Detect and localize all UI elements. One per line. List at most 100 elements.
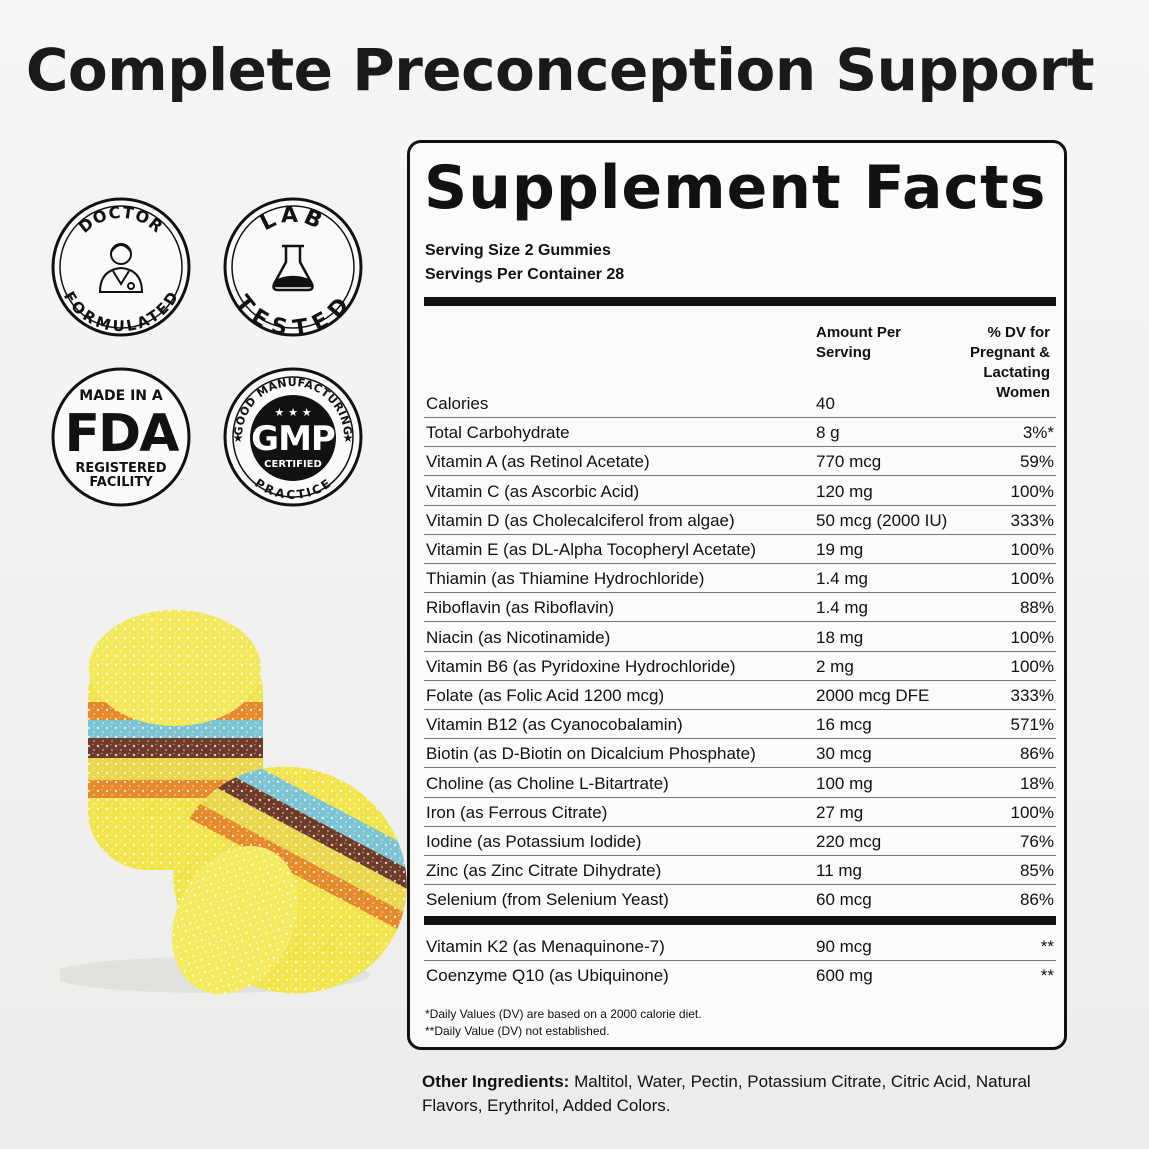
facts-row: Vitamin C (as Ascorbic Acid) 120 mg 100% xyxy=(424,477,1056,506)
nutrient-amount: 1.4 mg xyxy=(816,569,868,589)
nutrient-amount: 1.4 mg xyxy=(816,598,868,618)
page-headline: Complete Preconception Support xyxy=(25,36,1095,104)
nutrient-dv: 76% xyxy=(1019,832,1054,851)
facts-row: Zinc (as Zinc Citrate Dihydrate) 11 mg 85% xyxy=(424,856,1056,886)
facts-row: Total Carbohydrate 8 g 3%* xyxy=(424,418,1056,448)
nutrient-dv: 3%* xyxy=(1022,423,1054,443)
nutrient-name: Coenzyme Q10 (as Ubiquinone) xyxy=(426,966,669,986)
servings-per-container: Servings Per Container 28 xyxy=(425,266,625,283)
nutrient-dv: 333% xyxy=(1010,510,1054,530)
nutrient-dv: 100% xyxy=(1010,802,1054,822)
nutrient-dv: 100% xyxy=(1010,627,1054,647)
nutrient-name: Riboflavin (as Riboflavin) xyxy=(426,598,615,618)
facts-row: Iodine (as Potassium Iodide) 220 mcg 76% xyxy=(424,827,1056,856)
facts-row: Niacin (as Nicotinamide) 18 mg 100% xyxy=(424,623,1056,652)
nutrient-dv: ** xyxy=(1040,937,1054,956)
nutrient-dv: ** xyxy=(1040,966,1054,986)
nutrient-dv: 333% xyxy=(1010,686,1054,705)
fda-badge-line2: REGISTERED xyxy=(75,461,166,476)
nutrient-name: Choline (as Choline L-Bitartrate) xyxy=(426,773,669,793)
fda-badge-big: FDA xyxy=(65,404,180,464)
serving-size: Serving Size 2 Gummies xyxy=(425,242,611,259)
flask-icon xyxy=(272,244,314,292)
gummy-illustration xyxy=(50,590,447,1010)
nutrient-dv: 100% xyxy=(1010,481,1054,501)
nutrient-amount: 220 mcg xyxy=(816,832,882,851)
fda-badge-line1: MADE IN A xyxy=(79,388,163,404)
nutrient-dv: 571% xyxy=(1010,715,1054,735)
nutrient-amount: 40 xyxy=(816,394,835,413)
nutrient-name: Iodine (as Potassium Iodide) xyxy=(426,832,642,851)
facts-row: Vitamin K2 (as Menaquinone-7) 90 mcg ** xyxy=(424,932,1056,961)
nutrient-name: Folate (as Folic Acid 1200 mcg) xyxy=(426,686,665,705)
nutrient-name: Vitamin E (as DL-Alpha Tocopheryl Acetat… xyxy=(426,540,757,559)
gmp-stars-icon: ★ ★ ★ xyxy=(274,406,311,419)
other-ingredients-label: Other Ingredients: xyxy=(422,1072,570,1091)
nutrient-dv: 100% xyxy=(1010,540,1054,559)
nutrient-amount: 60 mcg xyxy=(816,890,872,910)
facts-row: Iron (as Ferrous Citrate) 27 mg 100% xyxy=(424,798,1056,827)
other-ingredients: Other Ingredients: Maltitol, Water, Pect… xyxy=(422,1070,1082,1118)
supplement-facts-panel: Supplement Facts Serving Size 2 Gummies … xyxy=(407,140,1067,1050)
facts-row: Coenzyme Q10 (as Ubiquinone) 600 mg ** xyxy=(424,961,1056,990)
nutrient-amount: 2000 mcg DFE xyxy=(816,686,930,705)
facts-row: Thiamin (as Thiamine Hydrochloride) 1.4 m… xyxy=(424,564,1056,594)
fda-badge-line3: FACILITY xyxy=(89,475,153,490)
doctor-formulated-badge: DOCTOR FORMULATED xyxy=(50,196,192,338)
nutrient-name: Zinc (as Zinc Citrate Dihydrate) xyxy=(426,861,662,881)
star-icon: ★ xyxy=(233,431,244,445)
nutrient-amount: 19 mg xyxy=(816,540,864,559)
nutrient-name: Vitamin D (as Cholecalciferol from algae… xyxy=(426,510,735,530)
gmp-badge-big: GMP xyxy=(251,419,335,459)
nutrient-dv: 18% xyxy=(1019,773,1054,793)
footnote: *Daily Values (DV) are based on a 2000 c… xyxy=(425,1007,702,1021)
star-icon: ★ xyxy=(343,431,354,445)
nutrient-amount: 100 mg xyxy=(816,773,873,793)
panel-title: Supplement Facts xyxy=(424,153,1047,223)
nutrient-dv: 86% xyxy=(1019,890,1054,910)
nutrient-name: Thiamin (as Thiamine Hydrochloride) xyxy=(426,569,705,589)
facts-row: Vitamin B12 (as Cyanocobalamin) 16 mcg 571… xyxy=(424,710,1056,740)
divider-bar xyxy=(424,916,1056,925)
nutrient-name: Total Carbohydrate xyxy=(426,423,570,443)
nutrient-dv: 100% xyxy=(1010,569,1054,589)
nutrient-name: Biotin (as D-Biotin on Dicalcium Phospha… xyxy=(426,744,756,764)
facts-row: Choline (as Choline L-Bitartrate) 100 mg 1… xyxy=(424,769,1056,798)
facts-row: Biotin (as D-Biotin on Dicalcium Phospha… xyxy=(424,739,1056,769)
nutrient-dv: 85% xyxy=(1019,861,1054,881)
nutrient-name: Niacin (as Nicotinamide) xyxy=(426,627,611,647)
nutrient-amount: 770 mcg xyxy=(816,452,882,472)
other-ingredients-text: Maltitol, Water, Pectin, Potassium Citra… xyxy=(422,1072,1031,1115)
gmp-certified-badge: GOOD MANUFACTURING PRACTICE ★ ★ ★ GMP CE… xyxy=(222,366,364,508)
facts-row: Vitamin A (as Retinol Acetate) 770 mcg 59% xyxy=(424,447,1056,477)
nutrient-amount: 90 mcg xyxy=(816,937,872,956)
nutrient-amount: 16 mcg xyxy=(816,715,872,735)
nutrient-name: Vitamin B12 (as Cyanocobalamin) xyxy=(426,715,683,735)
facts-row: Vitamin B6 (as Pyridoxine Hydrochloride)… xyxy=(424,652,1056,681)
nutrient-amount: 600 mg xyxy=(816,966,873,986)
facts-row: Folate (as Folic Acid 1200 mcg) 2000 mcg … xyxy=(424,681,1056,710)
gmp-badge-sub: CERTIFIED xyxy=(264,459,322,470)
nutrient-dv: 59% xyxy=(1019,452,1054,472)
facts-row: Vitamin E (as DL-Alpha Tocopheryl Acetat… xyxy=(424,535,1056,564)
doctor-icon xyxy=(98,243,144,293)
nutrient-dv: 100% xyxy=(1010,656,1054,676)
dv-column-header: % DV for Pregnant & Lactating Women xyxy=(969,324,1050,401)
nutrient-amount: 18 mg xyxy=(816,627,864,647)
facts-row: Vitamin D (as Cholecalciferol from algae… xyxy=(424,506,1056,535)
nutrient-amount: 120 mg xyxy=(816,481,873,501)
amount-column-header: Amount Per Serving xyxy=(816,324,902,361)
lab-tested-badge: LAB TESTED xyxy=(222,196,364,338)
nutrient-dv: 86% xyxy=(1019,744,1054,764)
nutrient-amount: 8 g xyxy=(816,423,840,443)
footnote: **Daily Value (DV) not established. xyxy=(425,1024,610,1038)
divider-bar xyxy=(424,297,1056,306)
facts-row: Calories 40 xyxy=(424,389,1056,418)
nutrient-name: Calories xyxy=(426,394,489,413)
nutrient-name: Vitamin K2 (as Menaquinone-7) xyxy=(426,937,665,956)
nutrient-amount: 2 mg xyxy=(816,656,854,676)
nutrient-name: Selenium (from Selenium Yeast) xyxy=(426,890,669,910)
facts-row: Selenium (from Selenium Yeast) 60 mcg 86% xyxy=(424,885,1056,914)
nutrient-name: Vitamin C (as Ascorbic Acid) xyxy=(426,481,640,501)
fda-facility-badge: MADE IN A FDA REGISTERED FACILITY xyxy=(50,366,192,508)
